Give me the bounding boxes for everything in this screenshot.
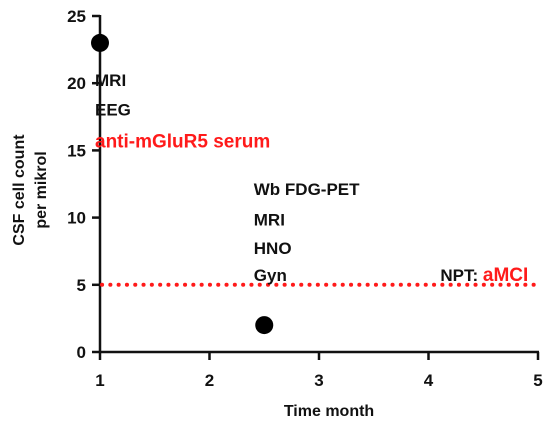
annotation-a2: EEG (95, 100, 131, 119)
data-point (91, 33, 109, 52)
y-ticks: 0 5 10 15 20 25 (67, 7, 100, 362)
annotation-a1: MRI (95, 71, 126, 90)
y-tick-label: 15 (67, 141, 86, 160)
data-points (91, 33, 274, 335)
annotation-b1: Wb FDG-PET (254, 180, 360, 199)
annotation-b4: Gyn (254, 266, 287, 285)
annotation-a3: anti-mGluR5 serum (95, 132, 270, 153)
annotation-b3: HNO (254, 239, 292, 258)
annotations: MRI EEG anti-mGluR5 serum Wb FDG-PET MRI HNO G… (95, 71, 360, 285)
y-tick-label: 5 (77, 276, 86, 295)
y-tick-label: 25 (67, 7, 86, 26)
y-tick-label: 20 (67, 74, 86, 93)
x-tick-label: 4 (424, 371, 434, 390)
y-axis-label-line-2: per mikrol (33, 151, 50, 228)
x-tick-label: 1 (95, 371, 104, 390)
y-axis-label-line-1: CSF cell count (11, 134, 28, 246)
x-ticks: 1 2 3 4 5 (95, 352, 543, 390)
npt-value: aMCI (483, 265, 528, 286)
npt-label: NPT: aMCI (440, 265, 528, 286)
y-tick-label: 10 (67, 209, 86, 228)
x-tick-label: 2 (205, 371, 214, 390)
annotation-b2: MRI (254, 211, 285, 230)
data-point (255, 316, 274, 335)
x-axis-label: Time month (284, 403, 374, 420)
y-tick-label: 0 (77, 343, 86, 362)
x-tick-label: 3 (314, 371, 323, 390)
npt-prefix: NPT: (440, 266, 483, 285)
x-tick-label: 5 (533, 371, 542, 390)
